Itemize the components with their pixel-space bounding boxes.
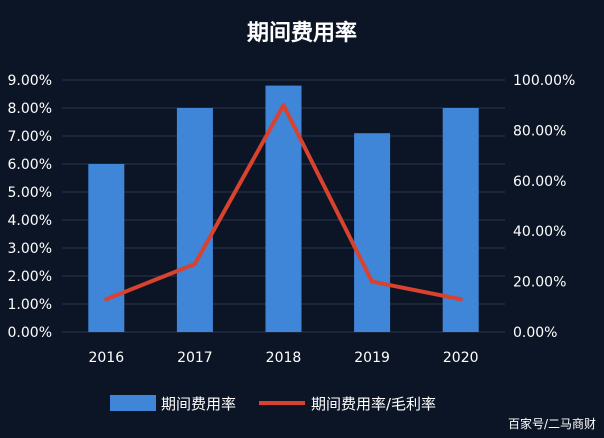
bar — [354, 133, 391, 332]
bar — [176, 108, 213, 332]
bar — [88, 164, 125, 332]
chart-title: 期间费用率 — [247, 20, 357, 46]
x-tick-label: 2019 — [354, 350, 390, 366]
legend: 期间费用率 期间费用率/毛利率 — [110, 395, 436, 413]
bar — [442, 108, 479, 332]
left-tick-label: 4.00% — [8, 213, 52, 229]
left-tick-label: 1.00% — [8, 297, 52, 313]
left-tick-label: 7.00% — [8, 129, 52, 145]
left-axis: 0.00% 1.00% 2.00% 3.00% 4.00% 5.00% 6.00% 7.00%… — [8, 73, 52, 341]
right-tick-label: 80.00% — [513, 123, 566, 139]
left-tick-label: 6.00% — [8, 157, 52, 173]
right-tick-label: 40.00% — [513, 224, 566, 240]
left-tick-label: 2.00% — [8, 269, 52, 285]
right-tick-label: 20.00% — [513, 275, 566, 291]
bar — [265, 85, 302, 332]
line-point — [104, 297, 109, 302]
right-axis: 0.00% 20.00% 40.00% 60.00% 80.00% 100.00% — [513, 73, 575, 341]
left-tick-label: 0.00% — [8, 325, 52, 341]
line-point — [458, 297, 463, 302]
line-point — [192, 261, 197, 266]
x-tick-label: 2018 — [266, 350, 302, 366]
legend-label-bar: 期间费用率 — [161, 395, 236, 413]
legend-swatch-bar — [110, 395, 156, 411]
x-tick-label: 2020 — [443, 350, 479, 366]
right-tick-label: 0.00% — [513, 325, 557, 341]
legend-label-line: 期间费用率/毛利率 — [311, 395, 436, 413]
left-tick-label: 9.00% — [8, 73, 52, 89]
bar-series — [88, 85, 479, 332]
x-tick-label: 2016 — [88, 350, 124, 366]
x-axis: 2016 2017 2018 2019 2020 — [88, 350, 478, 366]
left-tick-label: 8.00% — [8, 101, 52, 117]
x-tick-label: 2017 — [177, 350, 213, 366]
line-point — [370, 279, 375, 284]
line-series — [104, 103, 463, 302]
right-tick-label: 60.00% — [513, 174, 566, 190]
left-tick-label: 5.00% — [8, 185, 52, 201]
line-point — [281, 103, 286, 108]
right-tick-label: 100.00% — [513, 73, 575, 89]
left-tick-label: 3.00% — [8, 241, 52, 257]
watermark: 百家号/二马商财 — [508, 416, 596, 431]
